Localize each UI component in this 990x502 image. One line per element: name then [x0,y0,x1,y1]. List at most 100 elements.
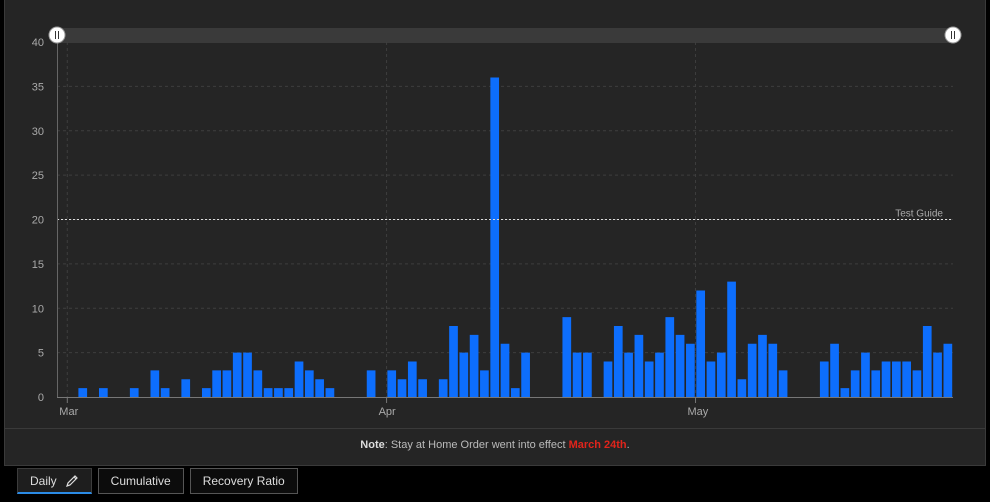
bar [510,388,520,397]
bar [644,361,654,397]
tab-recovery-ratio[interactable]: Recovery Ratio [189,468,298,494]
bar [201,388,211,397]
x-tick-label: Apr [379,406,396,418]
tab-daily[interactable]: Daily [17,468,92,494]
bar [933,352,942,397]
bar [459,352,469,397]
note-prefix: Note [360,439,385,451]
bar [387,370,397,397]
y-tick-label: 25 [32,170,44,182]
bar [212,370,221,397]
bar [665,317,675,397]
bar [892,361,901,397]
bar [912,370,922,397]
bar [613,326,623,397]
bar [850,370,860,397]
tab-cumulative-label: Cumulative [110,474,171,488]
bar [98,388,108,397]
y-tick-label: 40 [32,37,44,49]
y-tick-label: 30 [32,126,44,138]
tab-recovery-ratio-label: Recovery Ratio [202,474,285,488]
bar [727,281,736,397]
bar [150,370,160,397]
x-axis-ticks: Mar Apr May [59,397,709,418]
bar [758,334,767,397]
x-tick-label: May [688,406,709,418]
bar [737,379,747,397]
guide-label: Test Guide [895,209,943,220]
note-date: March 24th [568,439,627,451]
range-handle-right[interactable] [944,26,962,44]
y-tick-label: 20 [32,215,44,227]
note-bar: Note: Stay at Home Order went into effec… [4,428,986,466]
bar [304,370,314,397]
bar [469,334,479,397]
bar [181,379,191,397]
bar [768,343,778,397]
y-axis-ticks: 0 5 10 15 20 25 30 35 40 [32,37,44,404]
bar [583,352,592,397]
bar [840,388,850,397]
bar [438,379,448,397]
note-text: : Stay at Home Order went into effect [384,439,569,451]
bar [315,379,324,397]
bar [366,370,376,397]
range-selector-track[interactable] [57,28,953,43]
bar [624,352,633,397]
y-tick-label: 0 [38,392,44,404]
tab-cumulative[interactable]: Cumulative [97,468,184,494]
bar [407,361,417,397]
bar [747,343,757,397]
bar [778,370,788,397]
pencil-icon[interactable] [65,474,79,488]
bar [655,352,664,397]
bar [500,343,510,397]
bar [160,388,170,397]
bar [943,343,953,397]
bar [521,352,530,397]
chart-tabs: Daily Cumulative Recovery Ratio [17,468,298,496]
bar [294,361,304,397]
bar [274,388,283,397]
tab-daily-label: Daily [30,473,57,488]
bar [243,352,252,397]
bar [871,370,881,397]
bar [325,388,335,397]
note-suffix: . [626,439,630,451]
bar [449,326,458,397]
bar [562,317,572,397]
bar [706,361,716,397]
bar [696,290,706,397]
bar [603,361,613,397]
bar [902,361,912,397]
y-tick-label: 35 [32,81,44,93]
x-tick-label: Mar [59,406,78,418]
bars [78,77,953,397]
bar [881,361,891,397]
bar [480,370,489,397]
bar [418,379,427,397]
bar [922,326,932,397]
bar [572,352,582,397]
y-tick-label: 15 [32,259,44,271]
bar [716,352,726,397]
bar [78,388,88,397]
bar [675,334,685,397]
test-guide: Test Guide [57,209,953,220]
bar [686,343,695,397]
bar [634,334,644,397]
bar [830,343,839,397]
y-tick-label: 10 [32,303,44,315]
bar [232,352,242,397]
bar [129,388,139,397]
bar [861,352,870,397]
daily-bar-chart: 0 5 10 15 20 25 30 35 40 Mar Apr May Test Guide [32,26,962,418]
bar [222,370,232,397]
y-tick-label: 5 [38,348,44,360]
grid-lines [57,42,953,397]
bar [490,77,500,397]
bar [263,388,273,397]
bar [819,361,829,397]
range-handle-left[interactable] [48,26,66,44]
bar [253,370,263,397]
